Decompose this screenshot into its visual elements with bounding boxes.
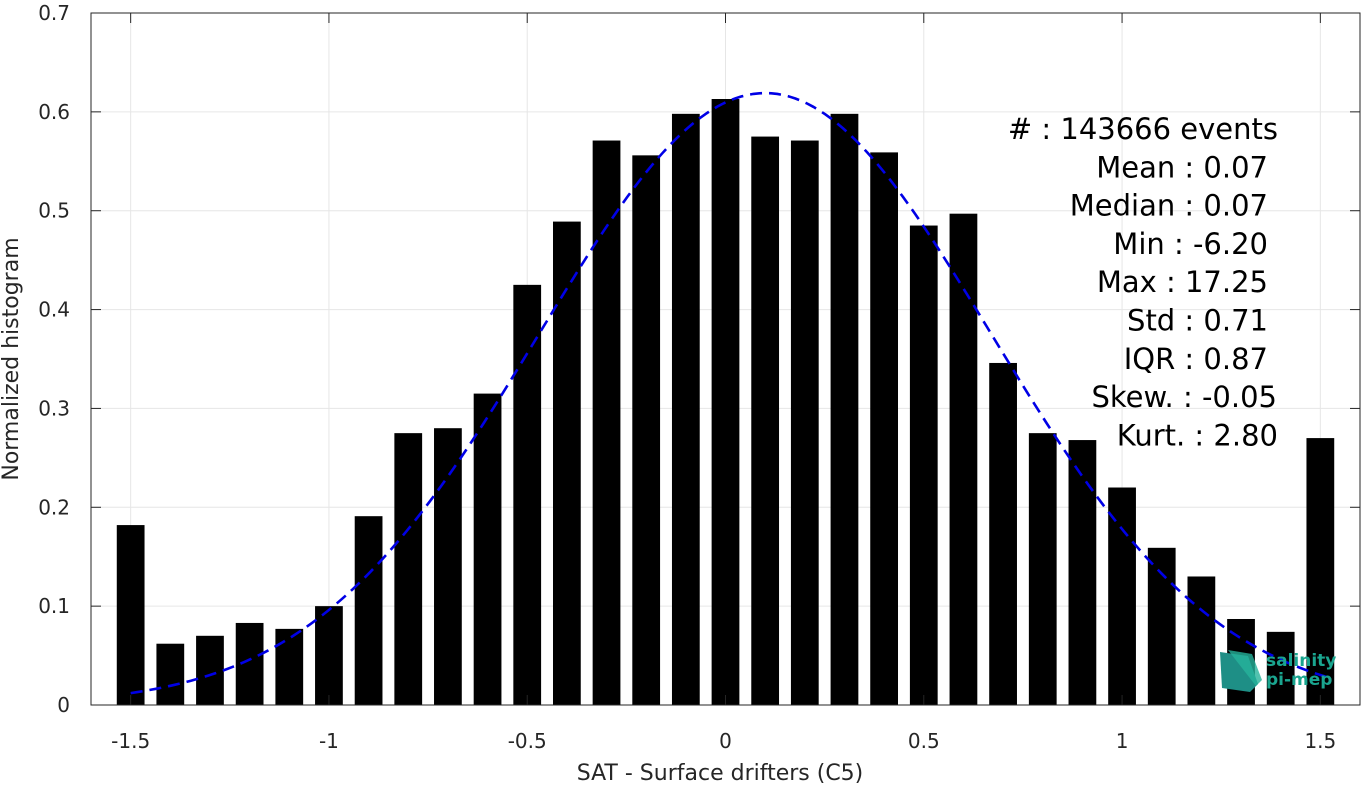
histogram-bar <box>315 606 343 705</box>
logo-cube-facet-icon <box>1228 650 1262 686</box>
histogram-bar <box>1108 487 1136 705</box>
x-tick-label: -0.5 <box>508 729 547 753</box>
histogram-bar <box>235 622 264 705</box>
histogram-bar <box>909 225 938 706</box>
y-tick-label: 0 <box>57 693 70 717</box>
stat-annotation: Mean : 0.07 <box>1096 150 1268 184</box>
x-axis-label: SAT - Surface drifters (C5) <box>577 761 864 785</box>
histogram-bar <box>1147 547 1176 705</box>
x-tick-label: -1.5 <box>111 729 150 753</box>
y-tick-label: 0.4 <box>38 298 70 322</box>
histogram-bar <box>870 152 899 706</box>
salinity-pimep-logo: salinity pi-mep <box>1220 650 1336 692</box>
histogram-bar <box>671 113 700 705</box>
histogram-bar <box>1187 576 1216 705</box>
histogram-bar <box>1028 433 1057 705</box>
histogram-bar <box>711 99 740 705</box>
stat-annotation: # : 143666 events <box>1008 112 1278 146</box>
y-tick-label: 0.6 <box>38 100 70 124</box>
histogram-bar <box>394 433 423 705</box>
statistics-annotations: # : 143666 events Mean : 0.07 Median : 0.0… <box>1008 112 1278 452</box>
histogram-bar <box>989 362 1017 705</box>
y-tick-label: 0.7 <box>38 1 70 25</box>
histogram-bar <box>196 635 224 705</box>
y-tick-label: 0.1 <box>38 594 70 618</box>
stat-annotation: Max : 17.25 <box>1097 265 1268 299</box>
histogram-bar <box>1306 438 1335 705</box>
stat-annotation: IQR : 0.87 <box>1124 342 1268 376</box>
histogram-bar <box>473 393 502 705</box>
stat-annotation: Median : 0.07 <box>1070 189 1268 223</box>
y-tick-label: 0.2 <box>38 495 70 519</box>
fit-curve-line <box>130 91 1329 695</box>
y-tick-label: 0.5 <box>38 199 70 223</box>
stat-annotation: Skew. : -0.05 <box>1091 380 1277 414</box>
y-tick-label: 0.3 <box>38 396 70 420</box>
x-tick-label: 1.5 <box>1304 729 1336 753</box>
fit-curve-layer <box>130 91 1329 695</box>
histogram-bar <box>751 136 780 706</box>
stat-annotation: Kurt. : 2.80 <box>1117 418 1278 452</box>
stat-annotation: Std : 0.71 <box>1127 304 1268 338</box>
histogram-bar <box>116 525 145 705</box>
histogram-bar <box>790 140 819 706</box>
x-tick-label: -1 <box>319 729 339 753</box>
histogram-bar <box>1068 440 1097 705</box>
histogram-bar <box>592 140 621 706</box>
logo-line1: salinity <box>1266 651 1336 671</box>
histogram-bar <box>513 284 542 705</box>
x-tick-label: 1 <box>1116 729 1129 753</box>
histogram-bar <box>354 516 383 705</box>
stat-annotation: Min : -6.20 <box>1113 227 1268 261</box>
histogram-bar <box>156 643 185 705</box>
y-axis-label: Normalized histogram <box>0 237 24 480</box>
histogram-bar <box>1266 631 1295 705</box>
x-tick-label: 0.5 <box>908 729 940 753</box>
x-tick-label: 0 <box>719 729 732 753</box>
x-tick-labels: -1.5 -1 -0.5 0 0.5 1 1.5 <box>111 729 1336 753</box>
histogram-bar <box>552 221 581 706</box>
histogram-bar <box>434 428 462 705</box>
histogram-bar <box>275 628 304 705</box>
axes-frame <box>90 12 1361 706</box>
histogram-bar <box>632 155 661 706</box>
histogram-bar <box>949 213 978 705</box>
bars <box>116 99 1335 706</box>
histogram-bar <box>830 113 859 705</box>
logo-line2: pi-mep <box>1266 670 1332 690</box>
y-tick-labels: 0 0.1 0.2 0.3 0.4 0.5 0.6 0.7 <box>38 1 70 717</box>
